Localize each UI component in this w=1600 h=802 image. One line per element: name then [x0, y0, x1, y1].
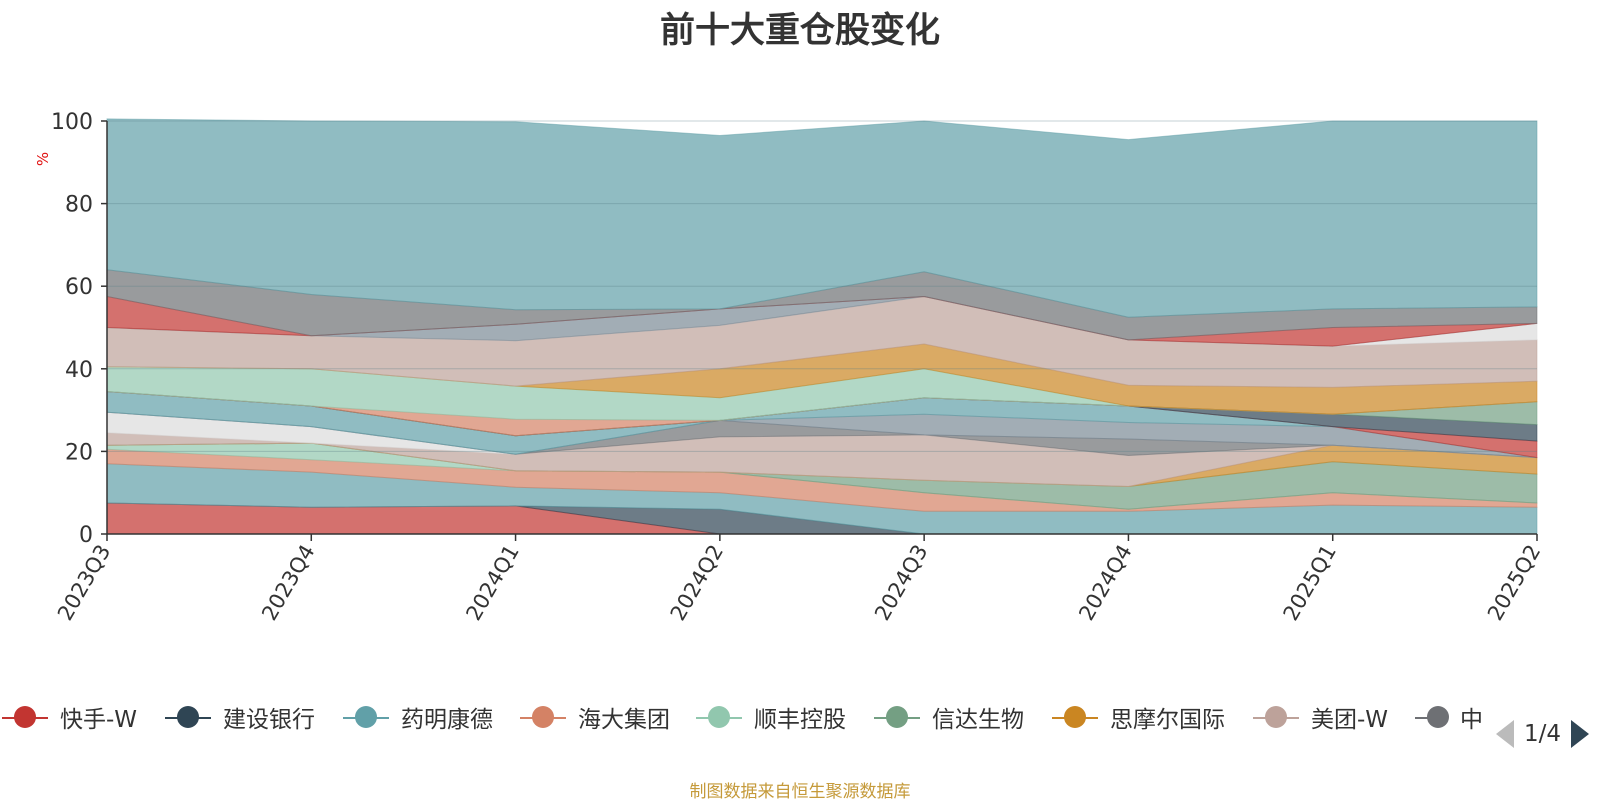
legend-item[interactable]: 中	[1413, 700, 1483, 734]
legend-next-page-icon[interactable]	[1571, 720, 1590, 748]
y-tick-label: 20	[65, 440, 93, 465]
x-tick-label: 2024Q3	[870, 541, 932, 625]
legend-item[interactable]: 美团-W	[1251, 700, 1388, 734]
x-tick-label: 2023Q4	[257, 541, 319, 625]
legend-marker-icon	[1413, 700, 1450, 734]
legend-label: 药明康德	[401, 707, 493, 733]
y-tick-label: 0	[79, 523, 93, 548]
chart-title: 前十大重仓股变化	[659, 11, 940, 51]
legend-label: 思摩尔国际	[1110, 707, 1225, 733]
legend-label: 美团-W	[1311, 707, 1389, 733]
legend-marker-icon	[163, 700, 213, 734]
legend-label: 建设银行	[223, 707, 315, 733]
area-band	[106, 118, 1538, 318]
area-layers	[106, 118, 1538, 535]
y-tick-label: 40	[65, 358, 93, 383]
legend-marker-icon	[1251, 700, 1301, 734]
legend-label: 快手-W	[60, 707, 138, 733]
legend-item[interactable]: 思摩尔国际	[1050, 700, 1225, 734]
legend-item[interactable]: 顺丰控股	[694, 700, 846, 734]
legend-label: 中	[1460, 707, 1483, 733]
legend-marker-icon	[694, 700, 744, 734]
x-tick-label: 2024Q1	[461, 541, 523, 625]
grid-lines	[107, 120, 1537, 452]
x-tick-label: 2025Q2	[1483, 541, 1545, 625]
x-tick-label: 2025Q1	[1279, 541, 1341, 625]
legend-item[interactable]: 信达生物	[872, 700, 1024, 734]
legend-item[interactable]: 海大集团	[518, 700, 670, 734]
y-tick-label: 100	[51, 110, 93, 135]
legend: 快手-W 建设银行 药明康德 海大集团 顺丰控股 信达生物 思摩尔国际 美团-W 中	[0, 700, 1600, 760]
legend-label: 信达生物	[932, 707, 1024, 733]
legend-marker-icon	[518, 700, 568, 734]
x-tick-label: 2023Q3	[53, 541, 115, 625]
legend-prev-page-icon[interactable]	[1496, 720, 1514, 748]
legend-item[interactable]: 药明康德	[341, 700, 493, 734]
legend-marker-icon	[872, 700, 922, 734]
x-tick-label: 2024Q4	[1074, 541, 1136, 625]
legend-label: 顺丰控股	[754, 707, 846, 733]
data-source-note: 制图数据来自恒生聚源数据库	[689, 782, 911, 802]
legend-item[interactable]: 建设银行	[163, 700, 315, 734]
legend-marker-icon	[341, 700, 391, 734]
legend-page-indicator: 1/4	[1524, 721, 1562, 747]
x-tick-label: 2024Q2	[666, 541, 728, 625]
legend-marker-icon	[1050, 700, 1100, 734]
legend-label: 海大集团	[578, 707, 670, 733]
legend-marker-icon	[0, 700, 50, 734]
y-tick-label: 80	[65, 193, 93, 218]
legend-pager: 1/4	[1496, 716, 1590, 752]
stacked-area-chart: 0 20 40 60 80 100 2023Q3 2023Q4 2024Q1 2024Q2 2024…	[51, 110, 1545, 625]
legend-item[interactable]: 快手-W	[0, 700, 137, 734]
y-tick-label: 60	[65, 275, 93, 300]
